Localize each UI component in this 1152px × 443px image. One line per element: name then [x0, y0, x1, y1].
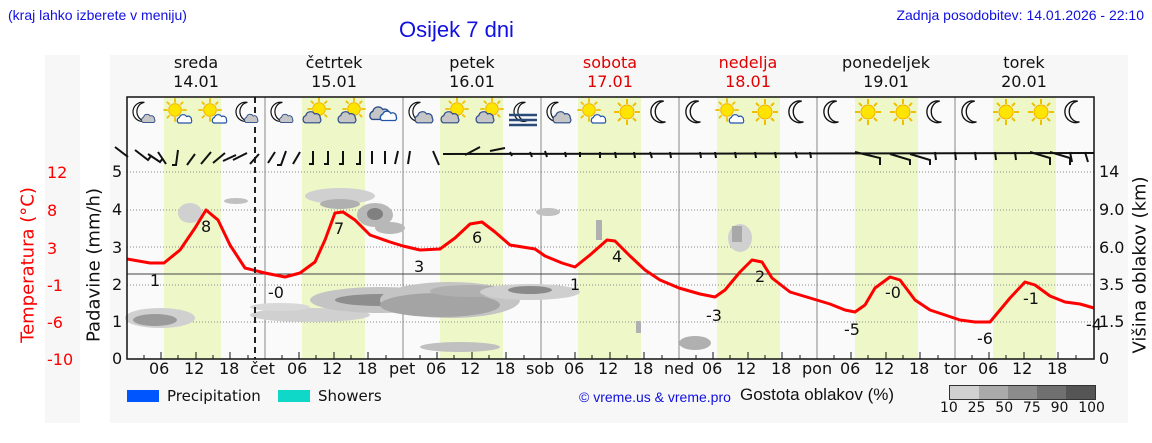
x-tick-label: 06 — [426, 359, 447, 378]
x-tick-label: tor — [944, 359, 967, 378]
temperature-axis-panel — [45, 55, 80, 423]
x-tick-label: 06 — [702, 359, 723, 378]
x-tick-label: 12 — [736, 359, 757, 378]
svg-text:3: 3 — [414, 257, 424, 276]
svg-text:-3: -3 — [706, 306, 722, 325]
x-tick-label: 12 — [874, 359, 895, 378]
svg-text:6: 6 — [472, 228, 482, 247]
last-update: Zadnja posodobitev: 14.01.2026 - 22:10 — [896, 7, 1144, 23]
density-swatch-10 — [950, 386, 979, 399]
density-swatch-90 — [1066, 386, 1095, 399]
cloud-height-tick: 9.0 — [1099, 200, 1125, 219]
x-tick-label: 06 — [287, 359, 308, 378]
density-swatch-75 — [1037, 386, 1066, 399]
cloud-height-tick: 6.0 — [1099, 238, 1125, 257]
x-tick-label: čet — [250, 359, 275, 378]
x-tick-label: 18 — [219, 359, 240, 378]
temp-tick: -10 — [47, 350, 74, 369]
day-header: ponedeljek 19.01 — [842, 53, 930, 91]
precip-tick: 2 — [112, 275, 123, 294]
cloud-height-tick: 3.5 — [1099, 275, 1125, 294]
cloud-density-ticks: 10 25 50 75 90 100 — [940, 400, 1105, 416]
svg-text:1: 1 — [570, 275, 580, 294]
moon-fog-icon — [509, 101, 537, 127]
cloud-height-tick: 0 — [1099, 349, 1110, 368]
x-tick-label: 06 — [149, 359, 170, 378]
day-header: petek 16.01 — [449, 53, 495, 91]
x-tick-label: 18 — [1047, 359, 1068, 378]
precip-tick: 0 — [112, 349, 123, 368]
cloud-height-tick: 14 — [1099, 162, 1120, 181]
x-tick-label: sob — [526, 359, 555, 378]
wind-barbs — [114, 146, 1095, 166]
svg-text:1: 1 — [150, 271, 160, 290]
temp-tick: 12 — [47, 163, 68, 182]
temperature-line — [126, 208, 1095, 324]
x-tick-label: 12 — [460, 359, 481, 378]
day-header: četrtek 15.01 — [305, 53, 363, 91]
x-tick-label: 12 — [184, 359, 205, 378]
temp-tick: -6 — [47, 313, 63, 332]
x-tick-label: 18 — [909, 359, 930, 378]
x-tick-label: ned — [664, 359, 695, 378]
precip-tick: 1 — [112, 312, 123, 331]
cloud-density-scale — [949, 385, 1096, 400]
x-tick-label: 06 — [564, 359, 585, 378]
temp-tick: 3 — [47, 239, 58, 258]
cloud-density-label: Gostota oblakov (%) — [740, 385, 895, 404]
svg-text:7: 7 — [334, 219, 344, 238]
cloud-density-areas — [125, 188, 752, 352]
precip-tick: 3 — [112, 238, 123, 257]
svg-text:-0: -0 — [268, 283, 284, 302]
svg-text:-5: -5 — [844, 320, 860, 339]
day-header: sreda 14.01 — [173, 53, 219, 91]
x-tick-label: pon — [802, 359, 833, 378]
x-tick-label: 18 — [633, 359, 654, 378]
temp-tick: 8 — [47, 201, 58, 220]
day-header-weekend: sobota 17.01 — [582, 53, 638, 91]
day-header-weekend: nedelja 18.01 — [718, 53, 778, 91]
precipitation-legend-label: Precipitation — [167, 387, 261, 405]
daylight-bands — [164, 97, 1056, 359]
weather-icons — [132, 96, 1081, 127]
x-tick-label: 18 — [495, 359, 516, 378]
x-tick-marks — [143, 352, 1077, 359]
x-tick-label: 18 — [357, 359, 378, 378]
x-tick-label: 06 — [840, 359, 861, 378]
x-tick-label: 12 — [1012, 359, 1033, 378]
gridlines — [127, 171, 1094, 323]
x-tick-label: 06 — [978, 359, 999, 378]
x-tick-label: 12 — [322, 359, 343, 378]
location-menu-hint[interactable]: (kraj lahko izberete v meniju) — [8, 7, 187, 23]
temperature-labels: 1 8 -0 7 3 6 1 4 -3 2 -5 -0 -6 -1 -4 — [150, 217, 1102, 348]
cloud-height-tick: 1.5 — [1099, 312, 1125, 331]
density-swatch-50 — [1008, 386, 1037, 399]
x-tick-label: 18 — [771, 359, 792, 378]
day-header: torek 20.01 — [1001, 53, 1047, 91]
svg-text:-1: -1 — [1023, 289, 1039, 308]
svg-text:-0: -0 — [885, 283, 901, 302]
x-tick-label: pet — [389, 359, 416, 378]
precipitation-swatch — [127, 390, 159, 402]
page-title: Osijek 7 dni — [399, 17, 514, 42]
precip-tick: 5 — [112, 162, 123, 181]
svg-text:2: 2 — [755, 267, 765, 286]
showers-swatch — [278, 390, 310, 402]
svg-text:8: 8 — [201, 217, 211, 236]
precip-tick: 4 — [112, 200, 123, 219]
x-tick-label: 12 — [598, 359, 619, 378]
showers-legend-label: Showers — [318, 387, 382, 405]
svg-text:4: 4 — [612, 247, 622, 266]
density-swatch-25 — [979, 386, 1008, 399]
svg-text:-6: -6 — [977, 329, 993, 348]
credit-link[interactable]: © vreme.us & vreme.pro — [579, 389, 731, 405]
temp-tick: -1 — [47, 276, 63, 295]
